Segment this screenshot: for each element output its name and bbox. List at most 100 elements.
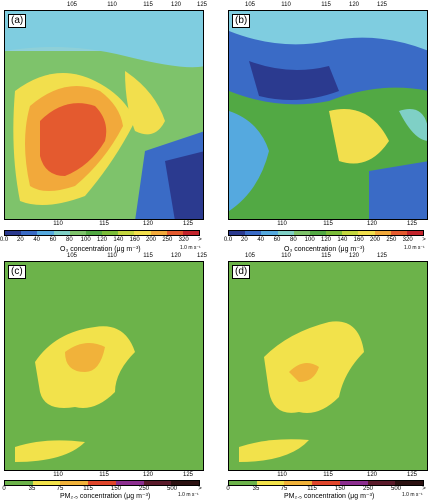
colorbar-swatch — [310, 231, 326, 235]
colorbar-swatch — [54, 231, 70, 235]
colorbar-swatch — [284, 481, 312, 485]
colorbar-swatch — [294, 231, 310, 235]
colorbar-swatch — [116, 481, 144, 485]
colorbar-tick: 120 — [97, 237, 107, 243]
colorbar-swatch — [326, 231, 342, 235]
colorbar-tick: 250 — [162, 237, 172, 243]
colorbar-tick: 35 — [29, 486, 36, 492]
top-longitude-labels-a: 105 110 115 120 125 — [16, 2, 216, 10]
lon-tick: 125 — [183, 221, 193, 227]
colorbar-tick: 0.0 — [224, 237, 232, 243]
map-panel-b: (b) — [228, 10, 428, 220]
lon-tick: 125 — [407, 472, 417, 478]
colorbar-swatch — [229, 481, 257, 485]
colorbar-swatch — [395, 481, 423, 485]
colorbar-tick: 120 — [321, 237, 331, 243]
colorbar-swatch — [257, 481, 285, 485]
lon-tick: 105 — [67, 2, 77, 8]
colorbar-tick: 200 — [146, 237, 156, 243]
colorbar-swatch — [144, 481, 172, 485]
lon-tick: 125 — [197, 2, 207, 8]
colorbar-tick: 35 — [253, 486, 260, 492]
pm-map-d — [229, 262, 428, 471]
colorbar-swatch — [167, 231, 183, 235]
scale-label-a: 1.0 m s⁻¹ — [180, 245, 201, 251]
o3-colorbar-title-a: O₃ concentration (μg m⁻³) — [60, 245, 141, 253]
colorbar-swatch — [368, 481, 396, 485]
scale-label-d: 1.0 m s⁻¹ — [402, 492, 423, 498]
lon-tick: 110 — [277, 221, 287, 227]
colorbar-swatch — [33, 481, 61, 485]
pm-colorbar-title-d: PM₂.₅ concentration (μg m⁻³) — [284, 492, 374, 500]
pm-map-c — [5, 262, 204, 471]
colorbar-tick: > — [422, 237, 426, 243]
bottom-longitude-labels-b: 110 115 120 125 — [228, 221, 428, 229]
lon-tick: 115 — [99, 472, 109, 478]
colorbar-tick: 250 — [386, 237, 396, 243]
colorbar-tick: 140 — [337, 237, 347, 243]
o3-map-b — [229, 11, 428, 220]
colorbar-swatch — [391, 231, 407, 235]
lon-tick: 105 — [245, 253, 255, 259]
colorbar-tick: 40 — [33, 237, 40, 243]
panel-label-a: (a) — [8, 14, 26, 28]
colorbar-tick: 500 — [391, 486, 401, 492]
lon-tick: 110 — [53, 221, 63, 227]
map-panel-a: (a) — [4, 10, 204, 220]
lon-tick: 125 — [407, 221, 417, 227]
lon-tick: 110 — [281, 2, 291, 8]
map-panel-c: (c) — [4, 261, 204, 471]
lon-tick: 120 — [171, 2, 181, 8]
panel-label-b: (b) — [232, 14, 250, 28]
colorbar-tick: 40 — [257, 237, 264, 243]
lon-tick: 115 — [321, 253, 331, 259]
colorbar-swatch — [261, 231, 277, 235]
lon-tick: 120 — [367, 472, 377, 478]
lon-tick: 115 — [143, 253, 153, 259]
lon-tick: 110 — [53, 472, 63, 478]
colorbar-tick: 0 — [2, 486, 5, 492]
colorbar-swatch — [21, 231, 37, 235]
colorbar-swatch — [375, 231, 391, 235]
lon-tick: 120 — [367, 221, 377, 227]
colorbar-tick: > — [198, 237, 202, 243]
o3-colorbar-title-b: O₃ concentration (μg m⁻³) — [284, 245, 365, 253]
bottom-longitude-labels-c: 110 115 120 125 — [4, 472, 204, 480]
colorbar-tick: 80 — [66, 237, 73, 243]
colorbar-tick: 140 — [113, 237, 123, 243]
lon-tick: 120 — [143, 472, 153, 478]
lon-tick: 120 — [143, 221, 153, 227]
lon-tick: 115 — [321, 2, 331, 8]
colorbar-swatch — [5, 481, 33, 485]
colorbar-swatch — [5, 231, 21, 235]
colorbar-swatch — [118, 231, 134, 235]
colorbar-swatch — [340, 481, 368, 485]
colorbar-swatch — [151, 231, 167, 235]
colorbar-tick: 20 — [17, 237, 24, 243]
colorbar-swatch — [60, 481, 88, 485]
colorbar-swatch — [134, 231, 150, 235]
colorbar-swatch — [407, 231, 423, 235]
lon-tick: 110 — [107, 253, 117, 259]
colorbar-tick: 100 — [81, 237, 91, 243]
pm-colorbar-title-c: PM₂.₅ concentration (μg m⁻³) — [60, 492, 150, 500]
top-longitude-labels-c: 105 110 115 120 125 — [16, 253, 216, 261]
lon-tick: 125 — [377, 2, 387, 8]
o3-colorbar-a — [4, 230, 200, 236]
bottom-longitude-labels-a: 110 115 120 125 — [4, 221, 204, 229]
lon-tick: 120 — [171, 253, 181, 259]
lon-tick: 125 — [197, 253, 207, 259]
panel-label-c: (c) — [8, 265, 26, 279]
lon-tick: 125 — [183, 472, 193, 478]
colorbar-tick: 60 — [50, 237, 57, 243]
lon-tick: 115 — [99, 221, 109, 227]
colorbar-tick: 200 — [370, 237, 380, 243]
o3-map-a — [5, 11, 204, 220]
lon-tick: 110 — [277, 472, 287, 478]
o3-colorbar-b — [228, 230, 424, 236]
colorbar-tick: 0.0 — [0, 237, 8, 243]
lon-tick: 110 — [107, 2, 117, 8]
colorbar-swatch — [229, 231, 245, 235]
scale-label-b: 1.0 m s⁻¹ — [404, 245, 425, 251]
colorbar-tick: 80 — [290, 237, 297, 243]
